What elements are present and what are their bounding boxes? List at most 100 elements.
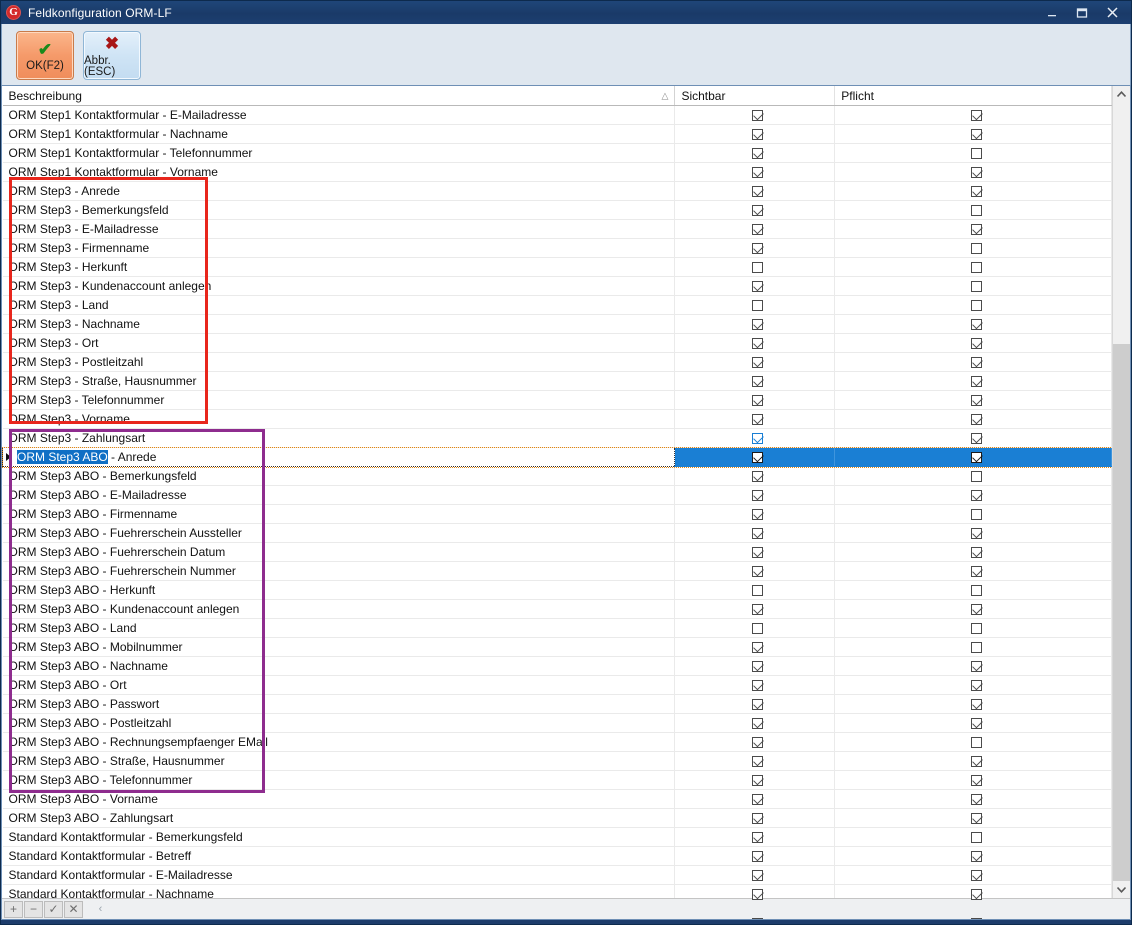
cell-description[interactable]: ORM Step3 ABO - Straße, Hausnummer <box>2 751 676 771</box>
cell-visible[interactable] <box>674 846 836 866</box>
checkbox-visible-checkbox[interactable] <box>752 299 764 311</box>
cell-required[interactable] <box>834 352 1112 372</box>
cell-required[interactable] <box>834 447 1112 467</box>
table-row[interactable]: ORM Step3 - Anrede <box>2 181 1112 201</box>
cell-visible[interactable] <box>674 105 836 125</box>
cell-description[interactable]: ORM Step3 ABO - Firmenname <box>2 504 676 524</box>
cell-description[interactable]: ORM Step3 - Ort <box>2 333 676 353</box>
cell-visible[interactable] <box>674 618 836 638</box>
table-row[interactable]: ORM Step1 Kontaktformular - Telefonnumme… <box>2 143 1112 163</box>
cell-required[interactable] <box>834 143 1112 163</box>
cell-visible[interactable] <box>674 637 836 657</box>
checkbox-required-checkbox[interactable] <box>970 755 982 767</box>
checkbox-visible-checkbox[interactable] <box>752 223 764 235</box>
checkbox-visible-checkbox[interactable] <box>752 850 764 862</box>
checkbox-visible-checkbox[interactable] <box>752 337 764 349</box>
checkbox-required-checkbox[interactable] <box>970 337 982 349</box>
cell-required[interactable] <box>834 162 1112 182</box>
table-row[interactable]: ORM Step3 ABO - Nachname <box>2 656 1112 676</box>
table-row[interactable]: ORM Step3 ABO - Firmenname <box>2 504 1112 524</box>
checkbox-visible-checkbox[interactable] <box>752 394 764 406</box>
maximize-button[interactable] <box>1067 2 1097 23</box>
checkbox-visible-checkbox[interactable] <box>752 261 764 273</box>
table-row[interactable]: Standard Kontaktformular - E-Mailadresse <box>2 865 1112 885</box>
close-button[interactable] <box>1097 2 1127 23</box>
cell-visible[interactable] <box>674 162 836 182</box>
cell-visible[interactable] <box>674 580 836 600</box>
cell-required[interactable] <box>834 295 1112 315</box>
cell-visible[interactable] <box>674 523 836 543</box>
checkbox-required-checkbox[interactable] <box>970 641 982 653</box>
table-row[interactable]: ORM Step3 - E-Mailadresse <box>2 219 1112 239</box>
cell-visible[interactable] <box>674 276 836 296</box>
cell-visible[interactable] <box>674 504 836 524</box>
column-header-description[interactable]: Beschreibung △ <box>2 86 676 106</box>
cell-visible[interactable] <box>674 143 836 163</box>
checkbox-visible-checkbox[interactable] <box>752 869 764 881</box>
checkbox-visible-checkbox[interactable] <box>752 603 764 615</box>
cell-description[interactable]: ORM Step3 ABO - Zahlungsart <box>2 808 676 828</box>
checkbox-visible-checkbox[interactable] <box>752 432 764 444</box>
checkbox-visible-checkbox[interactable] <box>752 185 764 197</box>
cell-required[interactable] <box>834 599 1112 619</box>
checkbox-required-checkbox[interactable] <box>970 223 982 235</box>
table-row[interactable]: ORM Step3 ABO - Fuehrerschein Aussteller <box>2 523 1112 543</box>
cell-required[interactable] <box>834 751 1112 771</box>
cell-description[interactable]: ORM Step3 - Telefonnummer <box>2 390 676 410</box>
cell-required[interactable] <box>834 333 1112 353</box>
cell-visible[interactable] <box>674 542 836 562</box>
checkbox-visible-checkbox[interactable] <box>752 755 764 767</box>
cancel-button[interactable]: ✖ Abbr.(ESC) <box>83 31 141 80</box>
checkbox-required-checkbox[interactable] <box>970 109 982 121</box>
cell-visible[interactable] <box>674 865 836 885</box>
table-row[interactable]: Standard Kontaktformular - Betreff <box>2 846 1112 866</box>
cell-required[interactable] <box>834 694 1112 714</box>
checkbox-required-checkbox[interactable] <box>970 717 982 729</box>
checkbox-required-checkbox[interactable] <box>970 166 982 178</box>
checkbox-required-checkbox[interactable] <box>970 318 982 330</box>
cell-description[interactable]: ORM Step3 - Firmenname <box>2 238 676 258</box>
cell-required[interactable] <box>834 466 1112 486</box>
cell-required[interactable] <box>834 675 1112 695</box>
cell-description[interactable]: ORM Step1 Kontaktformular - E-Mailadress… <box>2 105 676 125</box>
table-row[interactable]: ORM Step3 - Land <box>2 295 1112 315</box>
ok-button[interactable]: ✔ OK(F2) <box>16 31 74 80</box>
table-row[interactable]: ORM Step3 ABO - Anrede <box>2 446 1113 468</box>
cell-description[interactable]: ORM Step3 ABO - Mobilnummer <box>2 637 676 657</box>
cell-required[interactable] <box>834 808 1112 828</box>
cell-required[interactable] <box>834 656 1112 676</box>
checkbox-visible-checkbox[interactable] <box>752 128 764 140</box>
cell-visible[interactable] <box>674 428 836 448</box>
scroll-left-arrow-icon[interactable]: ‹ <box>98 903 103 915</box>
checkbox-required-checkbox[interactable] <box>970 546 982 558</box>
cell-description[interactable]: ORM Step3 - E-Mailadresse <box>2 219 676 239</box>
checkbox-visible-checkbox[interactable] <box>752 698 764 710</box>
cell-description[interactable]: ORM Step3 ABO - Land <box>2 618 676 638</box>
cell-description[interactable]: ORM Step1 Kontaktformular - Nachname <box>2 124 676 144</box>
cell-description[interactable]: ORM Step3 ABO - Kundenaccount anlegen <box>2 599 676 619</box>
checkbox-required-checkbox[interactable] <box>970 432 982 444</box>
cell-required[interactable] <box>834 865 1112 885</box>
checkbox-visible-checkbox[interactable] <box>752 489 764 501</box>
table-row[interactable]: ORM Step3 ABO - Herkunft <box>2 580 1112 600</box>
checkbox-required-checkbox[interactable] <box>970 888 982 900</box>
cell-visible[interactable] <box>674 713 836 733</box>
checkbox-required-checkbox[interactable] <box>970 489 982 501</box>
cell-visible[interactable] <box>674 447 836 467</box>
checkbox-required-checkbox[interactable] <box>970 698 982 710</box>
table-row[interactable]: ORM Step3 - Vorname <box>2 409 1112 429</box>
checkbox-required-checkbox[interactable] <box>970 679 982 691</box>
table-row[interactable]: ORM Step3 - Telefonnummer <box>2 390 1112 410</box>
checkbox-required-checkbox[interactable] <box>970 812 982 824</box>
cell-required[interactable] <box>834 846 1112 866</box>
cell-required[interactable] <box>834 732 1112 752</box>
cell-required[interactable] <box>834 124 1112 144</box>
table-row[interactable]: ORM Step3 - Ort <box>2 333 1112 353</box>
cell-visible[interactable] <box>674 314 836 334</box>
checkbox-visible-checkbox[interactable] <box>752 774 764 786</box>
checkbox-required-checkbox[interactable] <box>970 831 982 843</box>
column-header-visible[interactable]: Sichtbar <box>674 86 836 106</box>
checkbox-required-checkbox[interactable] <box>970 185 982 197</box>
checkbox-visible-checkbox[interactable] <box>752 584 764 596</box>
cell-visible[interactable] <box>674 200 836 220</box>
